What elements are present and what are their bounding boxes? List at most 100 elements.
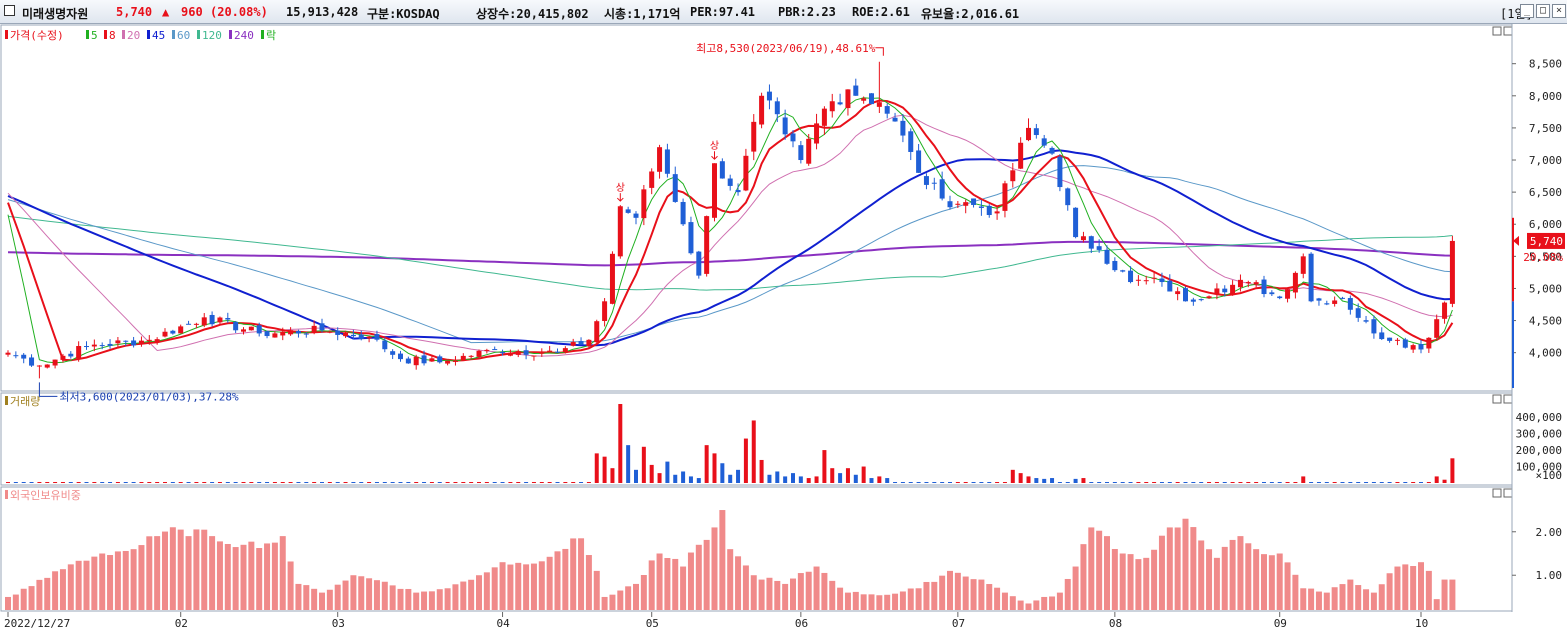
- volume-bar: [626, 445, 631, 483]
- candle-body: [1379, 332, 1385, 340]
- candle: [931, 177, 937, 190]
- candle-body: [99, 345, 105, 347]
- candle-body: [759, 95, 765, 125]
- volume-bar: [665, 461, 670, 483]
- maximize-button[interactable]: □: [1536, 4, 1550, 18]
- foreign-ratio-bar: [240, 544, 247, 610]
- candle-body: [154, 339, 160, 343]
- foreign-ratio-bar: [1449, 579, 1456, 610]
- volume-bar: [461, 482, 466, 484]
- foreign-ratio-bar: [986, 584, 993, 610]
- minimize-button[interactable]: _: [1520, 4, 1534, 18]
- candle-body: [1088, 236, 1094, 249]
- foreign-ratio-bar: [20, 588, 27, 610]
- volume-bar: [280, 482, 285, 484]
- candle-body: [884, 106, 890, 114]
- foreign-ratio-bar: [1418, 562, 1424, 610]
- foreign-ratio-bar: [99, 553, 106, 610]
- foreign-ratio-bar: [515, 562, 522, 610]
- foreign-ratio-bar: [1064, 578, 1071, 610]
- candle: [602, 298, 608, 327]
- title-bar: 미래생명자원 5,740 ▲ 960 (20.08%) 15,913,428 구…: [0, 0, 1567, 24]
- foreign-ratio-bar: [491, 567, 498, 610]
- candle: [1065, 187, 1071, 211]
- candle: [52, 359, 58, 369]
- price-tick-label: 4,000: [1529, 347, 1562, 360]
- legend-ma-label: 240: [234, 29, 254, 42]
- volume-bar: [1199, 482, 1204, 484]
- candle: [327, 330, 333, 334]
- volume-bar: [484, 482, 489, 484]
- volume-bar: [602, 456, 607, 483]
- foreign-ratio-bar: [311, 588, 318, 610]
- candle-body: [421, 355, 427, 364]
- volume-bar: [1230, 482, 1235, 484]
- foreign-ratio-bar: [1206, 549, 1213, 610]
- foreign-ratio-bar: [1253, 549, 1260, 610]
- candle: [374, 330, 380, 342]
- candle-body: [1073, 207, 1079, 238]
- candle-body: [664, 149, 670, 174]
- candle: [123, 340, 129, 346]
- candle-body: [1206, 296, 1212, 299]
- close-button[interactable]: ×: [1552, 4, 1566, 18]
- candle: [1340, 296, 1345, 300]
- candle: [939, 171, 945, 201]
- candle-body: [1371, 319, 1377, 334]
- candle-body: [162, 331, 168, 337]
- candle-body: [193, 323, 199, 325]
- candle-body: [374, 334, 380, 340]
- volume-bar: [76, 482, 81, 484]
- foreign-ratio-bar: [1308, 588, 1315, 610]
- candle-body: [1449, 240, 1455, 304]
- volume-bar: [987, 482, 992, 484]
- volume-bar: [1152, 482, 1157, 484]
- foreign-ratio-bar: [381, 581, 388, 610]
- current-price: 5,740: [116, 5, 153, 19]
- candle: [1253, 280, 1259, 288]
- panel-close-icon[interactable]: [1503, 26, 1513, 36]
- foreign-ratio-bar: [146, 536, 153, 610]
- panel-minimize-icon[interactable]: [1492, 488, 1502, 498]
- candle-body: [476, 350, 482, 357]
- candle-body: [1143, 280, 1149, 282]
- volume-bar: [1246, 482, 1251, 484]
- foreign-ratio-bar: [727, 549, 734, 610]
- candle-body: [1253, 282, 1259, 285]
- volume-bar: [791, 473, 795, 483]
- candle: [869, 93, 874, 105]
- volume-bar: [45, 482, 50, 484]
- last-price-box: [1527, 232, 1565, 249]
- volume-bar: [531, 482, 536, 484]
- foreign-ratio-bar: [366, 578, 373, 610]
- candle-body: [892, 117, 898, 122]
- foreign-ratio-bar: [554, 551, 561, 610]
- foreign-ratio-bar: [209, 536, 216, 610]
- candle-body: [555, 351, 560, 353]
- candle: [186, 320, 192, 325]
- panel-close-icon[interactable]: [1503, 394, 1513, 404]
- candle-body: [743, 155, 749, 191]
- candle-body: [1198, 299, 1204, 301]
- candle: [657, 144, 663, 179]
- foreign-ratio-bar: [915, 588, 922, 610]
- candle-body: [1214, 288, 1220, 295]
- panel-minimize-icon[interactable]: [1492, 394, 1502, 404]
- checkbox[interactable]: [4, 5, 15, 16]
- candle-body: [209, 314, 215, 325]
- candle-body: [814, 123, 820, 144]
- candle-body: [861, 98, 867, 101]
- panel-minimize-icon[interactable]: [1492, 26, 1502, 36]
- foreign-ratio-bar: [1213, 557, 1220, 610]
- volume-bar: [422, 482, 427, 484]
- candle: [445, 360, 451, 366]
- candle-body: [350, 334, 356, 337]
- panel-close-icon[interactable]: [1503, 488, 1513, 498]
- candle: [1347, 295, 1353, 315]
- stock-chart[interactable]: 4,000 4,500 5,000 5,500 6,000 6,500 7,000 7,500…: [0, 24, 1567, 630]
- volume-bar: [178, 482, 183, 484]
- volume-bar: [1175, 482, 1180, 484]
- volume-bar: [382, 482, 387, 484]
- volume-bar: [210, 482, 215, 484]
- candle: [68, 351, 74, 359]
